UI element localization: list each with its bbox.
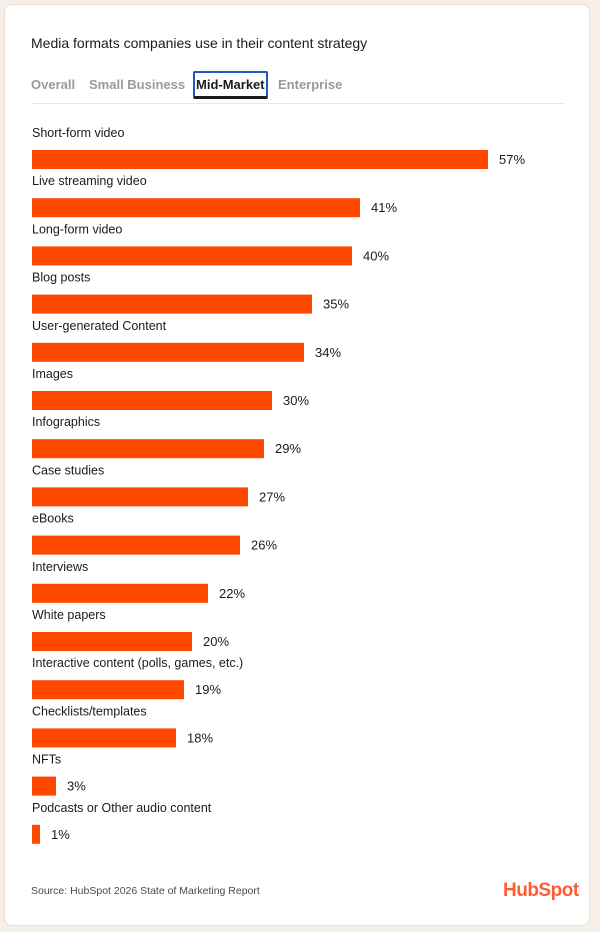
bar[interactable] (32, 583, 208, 603)
hubspot-logo[interactable]: HubSpot (503, 880, 579, 901)
category-label: NFTs (32, 753, 61, 767)
tab-mid-market[interactable]: Mid-Market (193, 71, 268, 99)
bar[interactable] (32, 728, 176, 748)
bar[interactable] (32, 632, 192, 651)
bar[interactable] (32, 342, 304, 362)
bar-chart: Short-form video 57% Live streaming video 4… (32, 126, 525, 844)
value-label: 35% (323, 297, 349, 312)
bar[interactable] (32, 198, 360, 218)
segment-tabs: Overall Small Business Mid-Market Enterp… (31, 71, 565, 104)
tab-enterprise[interactable]: Enterprise (278, 77, 343, 92)
category-label: White papers (32, 608, 106, 622)
value-label: 30% (283, 393, 309, 408)
bar[interactable] (32, 294, 312, 314)
value-label: 29% (275, 441, 301, 456)
source-note: Source: HubSpot 2026 State of Marketing … (31, 885, 260, 897)
bar[interactable] (32, 487, 248, 507)
value-label: 22% (219, 586, 245, 601)
value-label: 27% (259, 489, 285, 504)
category-label: eBooks (32, 512, 74, 526)
value-label: 20% (203, 634, 229, 649)
value-label: 26% (251, 538, 277, 553)
category-label: User-generated Content (32, 319, 167, 333)
value-label: 18% (187, 730, 213, 745)
value-label: 57% (499, 152, 525, 167)
tab-small-business[interactable]: Small Business (89, 77, 186, 92)
bar[interactable] (32, 824, 40, 844)
category-label: Images (32, 367, 73, 381)
bar[interactable] (32, 439, 264, 459)
category-label: Podcasts or Other audio content (32, 801, 212, 815)
value-label: 40% (363, 248, 389, 263)
bar[interactable] (32, 776, 56, 796)
category-label: Interactive content (polls, games, etc.) (32, 656, 243, 670)
chart-title: Media formats companies use in their con… (31, 35, 368, 51)
category-label: Blog posts (32, 271, 90, 285)
value-label: 19% (195, 682, 221, 697)
bar[interactable] (32, 680, 184, 700)
bar[interactable] (32, 246, 352, 266)
category-label: Case studies (32, 463, 104, 477)
value-label: 1% (51, 827, 70, 842)
bar[interactable] (32, 535, 240, 555)
tab-overall[interactable]: Overall (31, 77, 76, 92)
value-label: 41% (371, 200, 397, 215)
value-label: 3% (67, 779, 86, 794)
value-label: 34% (315, 345, 341, 360)
bar[interactable] (32, 391, 272, 410)
bar[interactable] (32, 150, 488, 169)
category-label: Live streaming video (32, 174, 147, 188)
category-label: Long-form video (32, 222, 122, 236)
chart-card: Media formats companies use in their con… (4, 4, 590, 926)
category-label: Interviews (32, 560, 88, 574)
category-label: Short-form video (32, 126, 124, 140)
category-label: Infographics (32, 415, 100, 429)
category-label: Checklists/templates (32, 704, 147, 718)
